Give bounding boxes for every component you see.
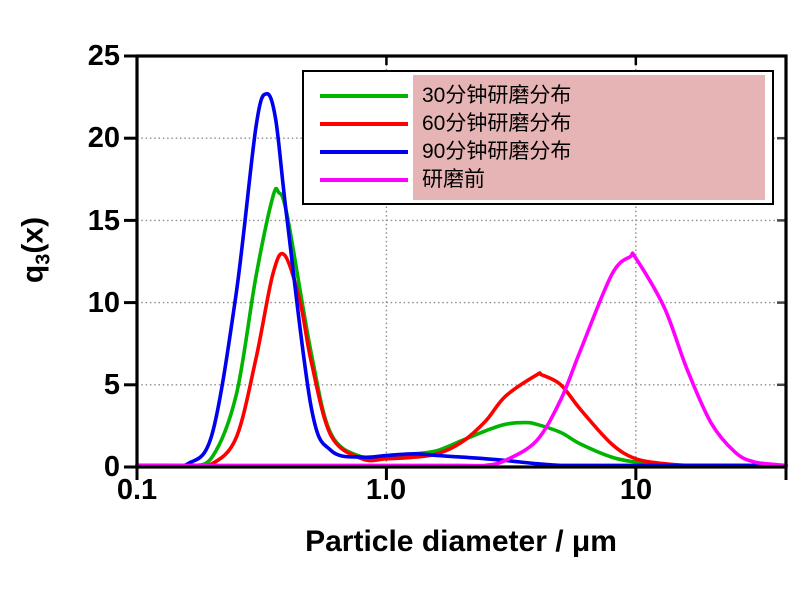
y-tick-label-15: 15 <box>87 205 120 237</box>
legend-box: 30分钟研磨分布 60分钟研磨分布 90分钟研磨分布 研磨前 <box>302 70 774 205</box>
series-curve-1 <box>135 251 788 469</box>
legend-line-swatch-red <box>320 121 408 126</box>
legend-line-swatch-blue <box>320 149 408 154</box>
legend-label: 研磨前 <box>422 167 485 191</box>
y-tick-label-10: 10 <box>87 287 120 319</box>
y-axis-title: q3(x) <box>17 217 56 283</box>
legend-rows: 30分钟研磨分布 60分钟研磨分布 90分钟研磨分布 研磨前 <box>304 72 772 203</box>
legend-highlight-rect <box>413 75 765 200</box>
x-axis-title: Particle diameter / μm <box>305 525 617 558</box>
legend-entry-before: 研磨前 <box>304 166 772 194</box>
legend-label: 90分钟研磨分布 <box>422 139 572 163</box>
series-curve-0 <box>135 186 788 468</box>
legend-entry-90min: 90分钟研磨分布 <box>304 138 772 166</box>
y-tick-label-20: 20 <box>87 122 120 154</box>
y-title-base: q <box>16 264 50 284</box>
y-tick-label-5: 5 <box>103 369 120 401</box>
y-tick-label-0: 0 <box>103 451 120 483</box>
x-tick-label-0.1: 0.1 <box>116 474 158 506</box>
y-title-rest: (x) <box>16 216 50 254</box>
y-title-subscript: 3 <box>32 253 55 265</box>
x-tick-label-10: 10 <box>619 474 653 506</box>
legend-line-swatch-green <box>320 93 408 98</box>
legend-entry-60min: 60分钟研磨分布 <box>304 110 772 138</box>
legend-label: 30分钟研磨分布 <box>422 83 572 107</box>
legend-label: 60分钟研磨分布 <box>422 111 572 135</box>
x-tick-label-1.0: 1.0 <box>365 474 407 506</box>
legend-line-swatch-magenta <box>320 177 408 182</box>
y-tick-label-25: 25 <box>87 40 120 72</box>
series-curve-3 <box>135 251 788 468</box>
legend-entry-30min: 30分钟研磨分布 <box>304 82 772 110</box>
plot-border <box>135 54 788 469</box>
